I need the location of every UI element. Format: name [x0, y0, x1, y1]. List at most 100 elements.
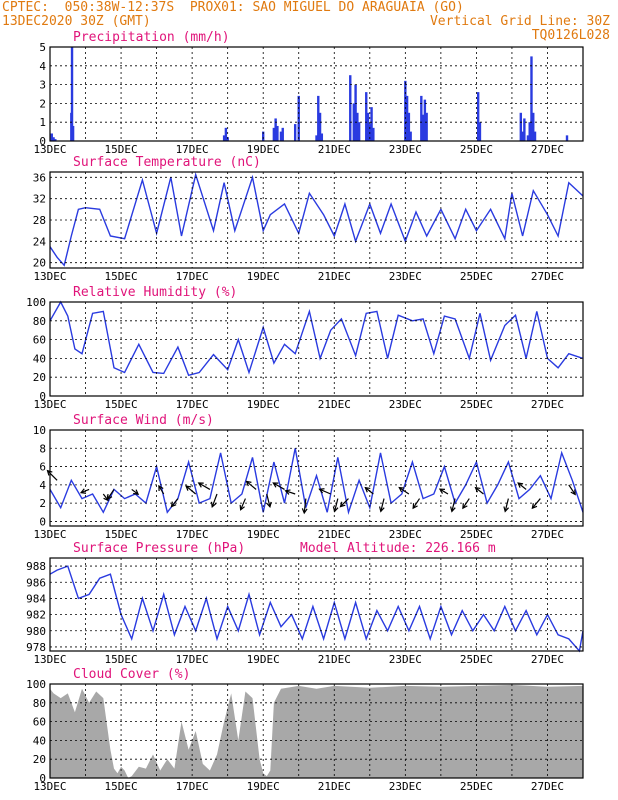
precip-bar [315, 135, 318, 141]
wind-arrow-head [170, 501, 177, 508]
wind-arrow [47, 470, 58, 481]
precip-bar [318, 112, 322, 141]
wind-arrow [319, 488, 331, 495]
precip-bar [523, 118, 526, 141]
precip-bar [478, 122, 482, 141]
wind-arrow-head [239, 504, 245, 511]
precip-xtick: 19DEC [247, 143, 280, 156]
precip-bar [421, 114, 425, 141]
cloud-ytick: 60 [33, 716, 46, 729]
precip-bar [425, 112, 428, 141]
precip-ytick: 0 [39, 135, 46, 148]
precip-bar [349, 75, 352, 141]
wind-arrow-head [438, 488, 445, 494]
wind-arrow [246, 480, 257, 490]
press-ytick: 986 [26, 576, 46, 589]
rh-xtick: 13DEC [33, 398, 66, 411]
precip-xtick: 21DEC [318, 143, 351, 156]
precip-xtick: 25DEC [460, 143, 493, 156]
rh-ytick: 80 [33, 315, 46, 328]
wind-frame [49, 429, 584, 527]
wind-arrow-head [364, 486, 371, 493]
rh-xtick: 23DEC [389, 398, 422, 411]
precip-bar [519, 112, 523, 141]
wind-arrow-head [531, 503, 538, 510]
wind-arrow-head [503, 506, 510, 513]
wind-arrow [568, 484, 576, 495]
header-line1: CPTEC: 050:38W-12:37S PROX01: SAO MIGUEL… [2, 0, 464, 15]
temp-xtick: 13DEC [33, 270, 66, 283]
precip-bar [526, 135, 530, 141]
precip-bar [370, 107, 373, 141]
press-xtick: 27DEC [531, 653, 564, 666]
temp-xtick: 15DEC [105, 270, 138, 283]
cloud-xtick: 25DEC [460, 780, 493, 793]
precip-bar [530, 56, 533, 141]
wind-arrow [439, 488, 449, 495]
wind-xtick: 13DEC [33, 528, 66, 541]
precip-xtick: 23DEC [389, 143, 422, 156]
wind-xtick: 15DEC [105, 528, 138, 541]
wind-xtick: 21DEC [318, 528, 351, 541]
wind-arrow-head [185, 485, 192, 491]
wind-arrow-head [284, 489, 291, 495]
cloud-ytick: 40 [33, 734, 46, 747]
precip-xtick: 15DEC [105, 143, 138, 156]
temp-ytick: 32 [33, 193, 46, 206]
precip-bar [354, 84, 357, 141]
cloud-xtick: 21DEC [318, 780, 351, 793]
wind-xtick: 19DEC [247, 528, 280, 541]
cloud-xtick: 23DEC [389, 780, 422, 793]
precip-bar [54, 139, 57, 141]
wind-ytick: 6 [39, 461, 46, 474]
press-xtick: 25DEC [460, 653, 493, 666]
precip-bar [476, 92, 480, 141]
wind-arrow [211, 493, 218, 508]
precip-bar [423, 99, 427, 141]
temp-ytick: 36 [33, 171, 46, 184]
press-ytick: 988 [26, 560, 46, 573]
temp-xtick: 19DEC [247, 270, 280, 283]
rh-xtick: 19DEC [247, 398, 280, 411]
cloud-xtick: 15DEC [105, 780, 138, 793]
temp-xtick: 27DEC [531, 270, 564, 283]
wind-arrow [80, 488, 90, 494]
rh-ytick: 100 [26, 296, 46, 309]
wind-arrow-head [462, 503, 468, 510]
temp-xtick: 23DEC [389, 270, 422, 283]
wind-panel: Surface Wind (m/s) 0 2 4 6 8 10 13DEC 15DEC 17DEC… [33, 413, 584, 541]
precip-bar [293, 124, 297, 141]
wind-line [49, 448, 584, 516]
temp-title: Surface Temperature (nC) [73, 155, 261, 170]
rh-ytick: 20 [33, 371, 46, 384]
wind-arrow [131, 488, 139, 495]
wind-arrow-head [318, 488, 325, 494]
temp-ytick: 28 [33, 214, 46, 227]
precip-bar [274, 118, 277, 141]
wind-arrow [107, 489, 115, 500]
press-title: Surface Pressure (hPa) [73, 541, 245, 556]
header-date: 13DEC2020 30Z (GMT) [2, 14, 151, 29]
precip-bar [281, 127, 284, 141]
precip-bar [222, 135, 226, 141]
wind-arrow-head [106, 493, 113, 501]
precip-ytick: 3 [39, 79, 46, 92]
temp-xtick: 21DEC [318, 270, 351, 283]
wind-ytick: 0 [39, 515, 46, 528]
cloud-area [50, 684, 583, 778]
wind-arrow-head [517, 482, 524, 488]
cloud-xtick: 17DEC [176, 780, 209, 793]
precip-bar [317, 95, 320, 141]
wind-arrow [198, 482, 211, 490]
rh-ytick: 0 [39, 390, 46, 403]
wind-arrow [171, 498, 179, 507]
wind-arrow-head [450, 506, 456, 513]
press-panel: Surface Pressure (hPa) Model Altitude: 22… [26, 541, 584, 666]
precip-ytick: 4 [39, 60, 46, 73]
press-xtick: 13DEC [33, 653, 66, 666]
rh-xtick: 21DEC [318, 398, 351, 411]
wind-ytick: 2 [39, 497, 46, 510]
wind-arrow [380, 498, 385, 512]
press-line [49, 565, 584, 653]
wind-xtick: 25DEC [460, 528, 493, 541]
